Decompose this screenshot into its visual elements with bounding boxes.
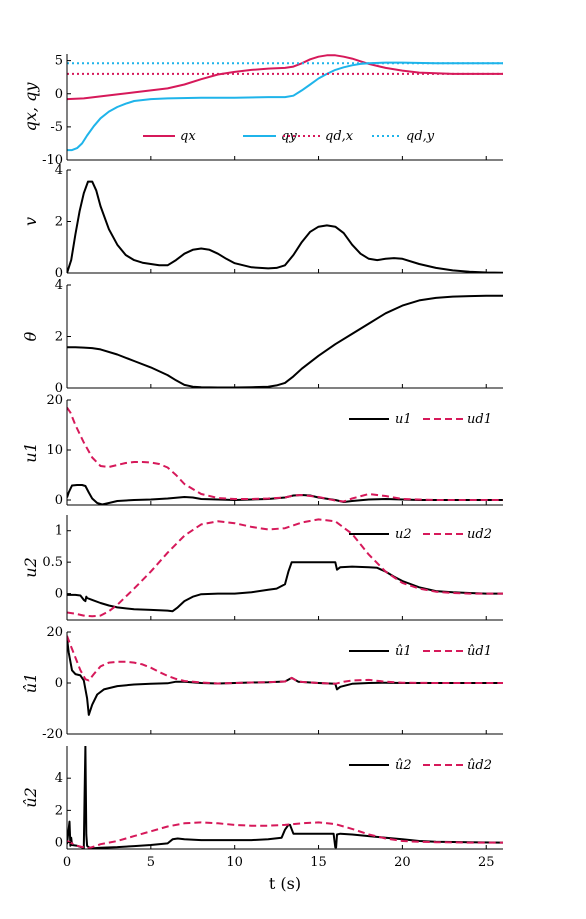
subplot-2: 0 2 4 v bbox=[21, 163, 503, 281]
y-tick-label: 2 bbox=[55, 803, 63, 818]
y-tick-label: 0 bbox=[55, 676, 63, 691]
y-axis-label: qx, qy bbox=[21, 82, 40, 132]
series-line-1 bbox=[67, 484, 503, 505]
y-tick-label: 20 bbox=[46, 393, 63, 408]
legend-label: ud1 bbox=[467, 412, 492, 427]
y-tick-label: 4 bbox=[55, 163, 63, 178]
x-tick-label: 5 bbox=[147, 855, 155, 870]
legend-label: qd,y bbox=[406, 129, 435, 144]
series-group bbox=[67, 518, 503, 618]
x-axis-label: t (s) bbox=[269, 874, 301, 893]
series-line-1 bbox=[67, 638, 503, 716]
series-line-2 bbox=[67, 635, 503, 685]
y-axis-label: v bbox=[21, 217, 40, 226]
y-tick-label: 0 bbox=[55, 381, 63, 396]
x-tick-label: 10 bbox=[226, 855, 243, 870]
series-group bbox=[67, 746, 503, 849]
y-tick-label: 0.5 bbox=[42, 555, 63, 570]
series-line-1 bbox=[67, 180, 503, 273]
x-tick-label: 20 bbox=[394, 855, 411, 870]
y-tick-label: 0 bbox=[55, 836, 63, 851]
legend-label: ûd1 bbox=[467, 644, 492, 659]
y-tick-label: -10 bbox=[42, 153, 63, 168]
subplot-6: -20 0 20 û1 û1 ûd1 bbox=[21, 625, 503, 742]
legend-label: qd,x bbox=[325, 129, 354, 144]
y-tick-label: 0 bbox=[55, 266, 63, 281]
y-tick-label: 10 bbox=[46, 443, 63, 458]
y-tick-label: 4 bbox=[55, 278, 63, 293]
y-tick-label: 1 bbox=[55, 524, 63, 539]
y-tick-label: -20 bbox=[42, 727, 63, 742]
y-axis-label: û1 bbox=[21, 673, 40, 693]
y-tick-label: 0 bbox=[55, 493, 63, 508]
series-group bbox=[67, 406, 503, 505]
series-line-2 bbox=[67, 406, 503, 503]
y-tick-label: 2 bbox=[55, 215, 63, 230]
x-tick-label: 25 bbox=[478, 855, 495, 870]
series-line-2 bbox=[67, 821, 503, 849]
x-tick-label: 0 bbox=[63, 855, 71, 870]
subplot-4: 0 10 20 u1 u1 ud1 bbox=[21, 393, 503, 508]
y-axis-label: u1 bbox=[21, 442, 40, 462]
series-line-1 bbox=[67, 561, 503, 613]
x-tick-label: 15 bbox=[310, 855, 327, 870]
y-tick-label: 2 bbox=[55, 330, 63, 345]
subplot-5: 0 0.5 1 u2 u2 ud2 bbox=[21, 515, 503, 621]
subplot-3: 0 2 4 θ bbox=[21, 278, 503, 396]
y-axis-label: û2 bbox=[21, 787, 40, 807]
series-group bbox=[67, 294, 503, 388]
legend-label: u2 bbox=[395, 527, 412, 542]
legend-label: ûd2 bbox=[467, 758, 492, 773]
legend-label: u1 bbox=[395, 412, 412, 427]
series-group bbox=[67, 180, 503, 273]
y-tick-label: 4 bbox=[55, 771, 63, 786]
subplot-7: 0 2 4 0 5 10 15 20 25 û2 û2 ûd2 bbox=[21, 746, 503, 870]
legend-label: qx bbox=[180, 129, 196, 144]
series-line-2 bbox=[67, 518, 503, 618]
legend-label: û2 bbox=[395, 758, 412, 773]
series-line-1 bbox=[67, 54, 503, 101]
y-tick-label: 0 bbox=[55, 587, 63, 602]
series-group bbox=[67, 54, 503, 152]
y-tick-label: -5 bbox=[50, 120, 63, 135]
y-axis-label: θ bbox=[21, 331, 40, 341]
legend-label: û1 bbox=[395, 644, 412, 659]
y-axis-label: u2 bbox=[21, 557, 40, 577]
series-line-1 bbox=[67, 746, 503, 849]
series-line-1 bbox=[67, 294, 503, 388]
y-tick-label: 5 bbox=[55, 54, 63, 69]
y-tick-label: 0 bbox=[55, 87, 63, 102]
series-group bbox=[67, 635, 503, 716]
y-tick-label: 20 bbox=[46, 625, 63, 640]
legend-label: ud2 bbox=[467, 527, 492, 542]
